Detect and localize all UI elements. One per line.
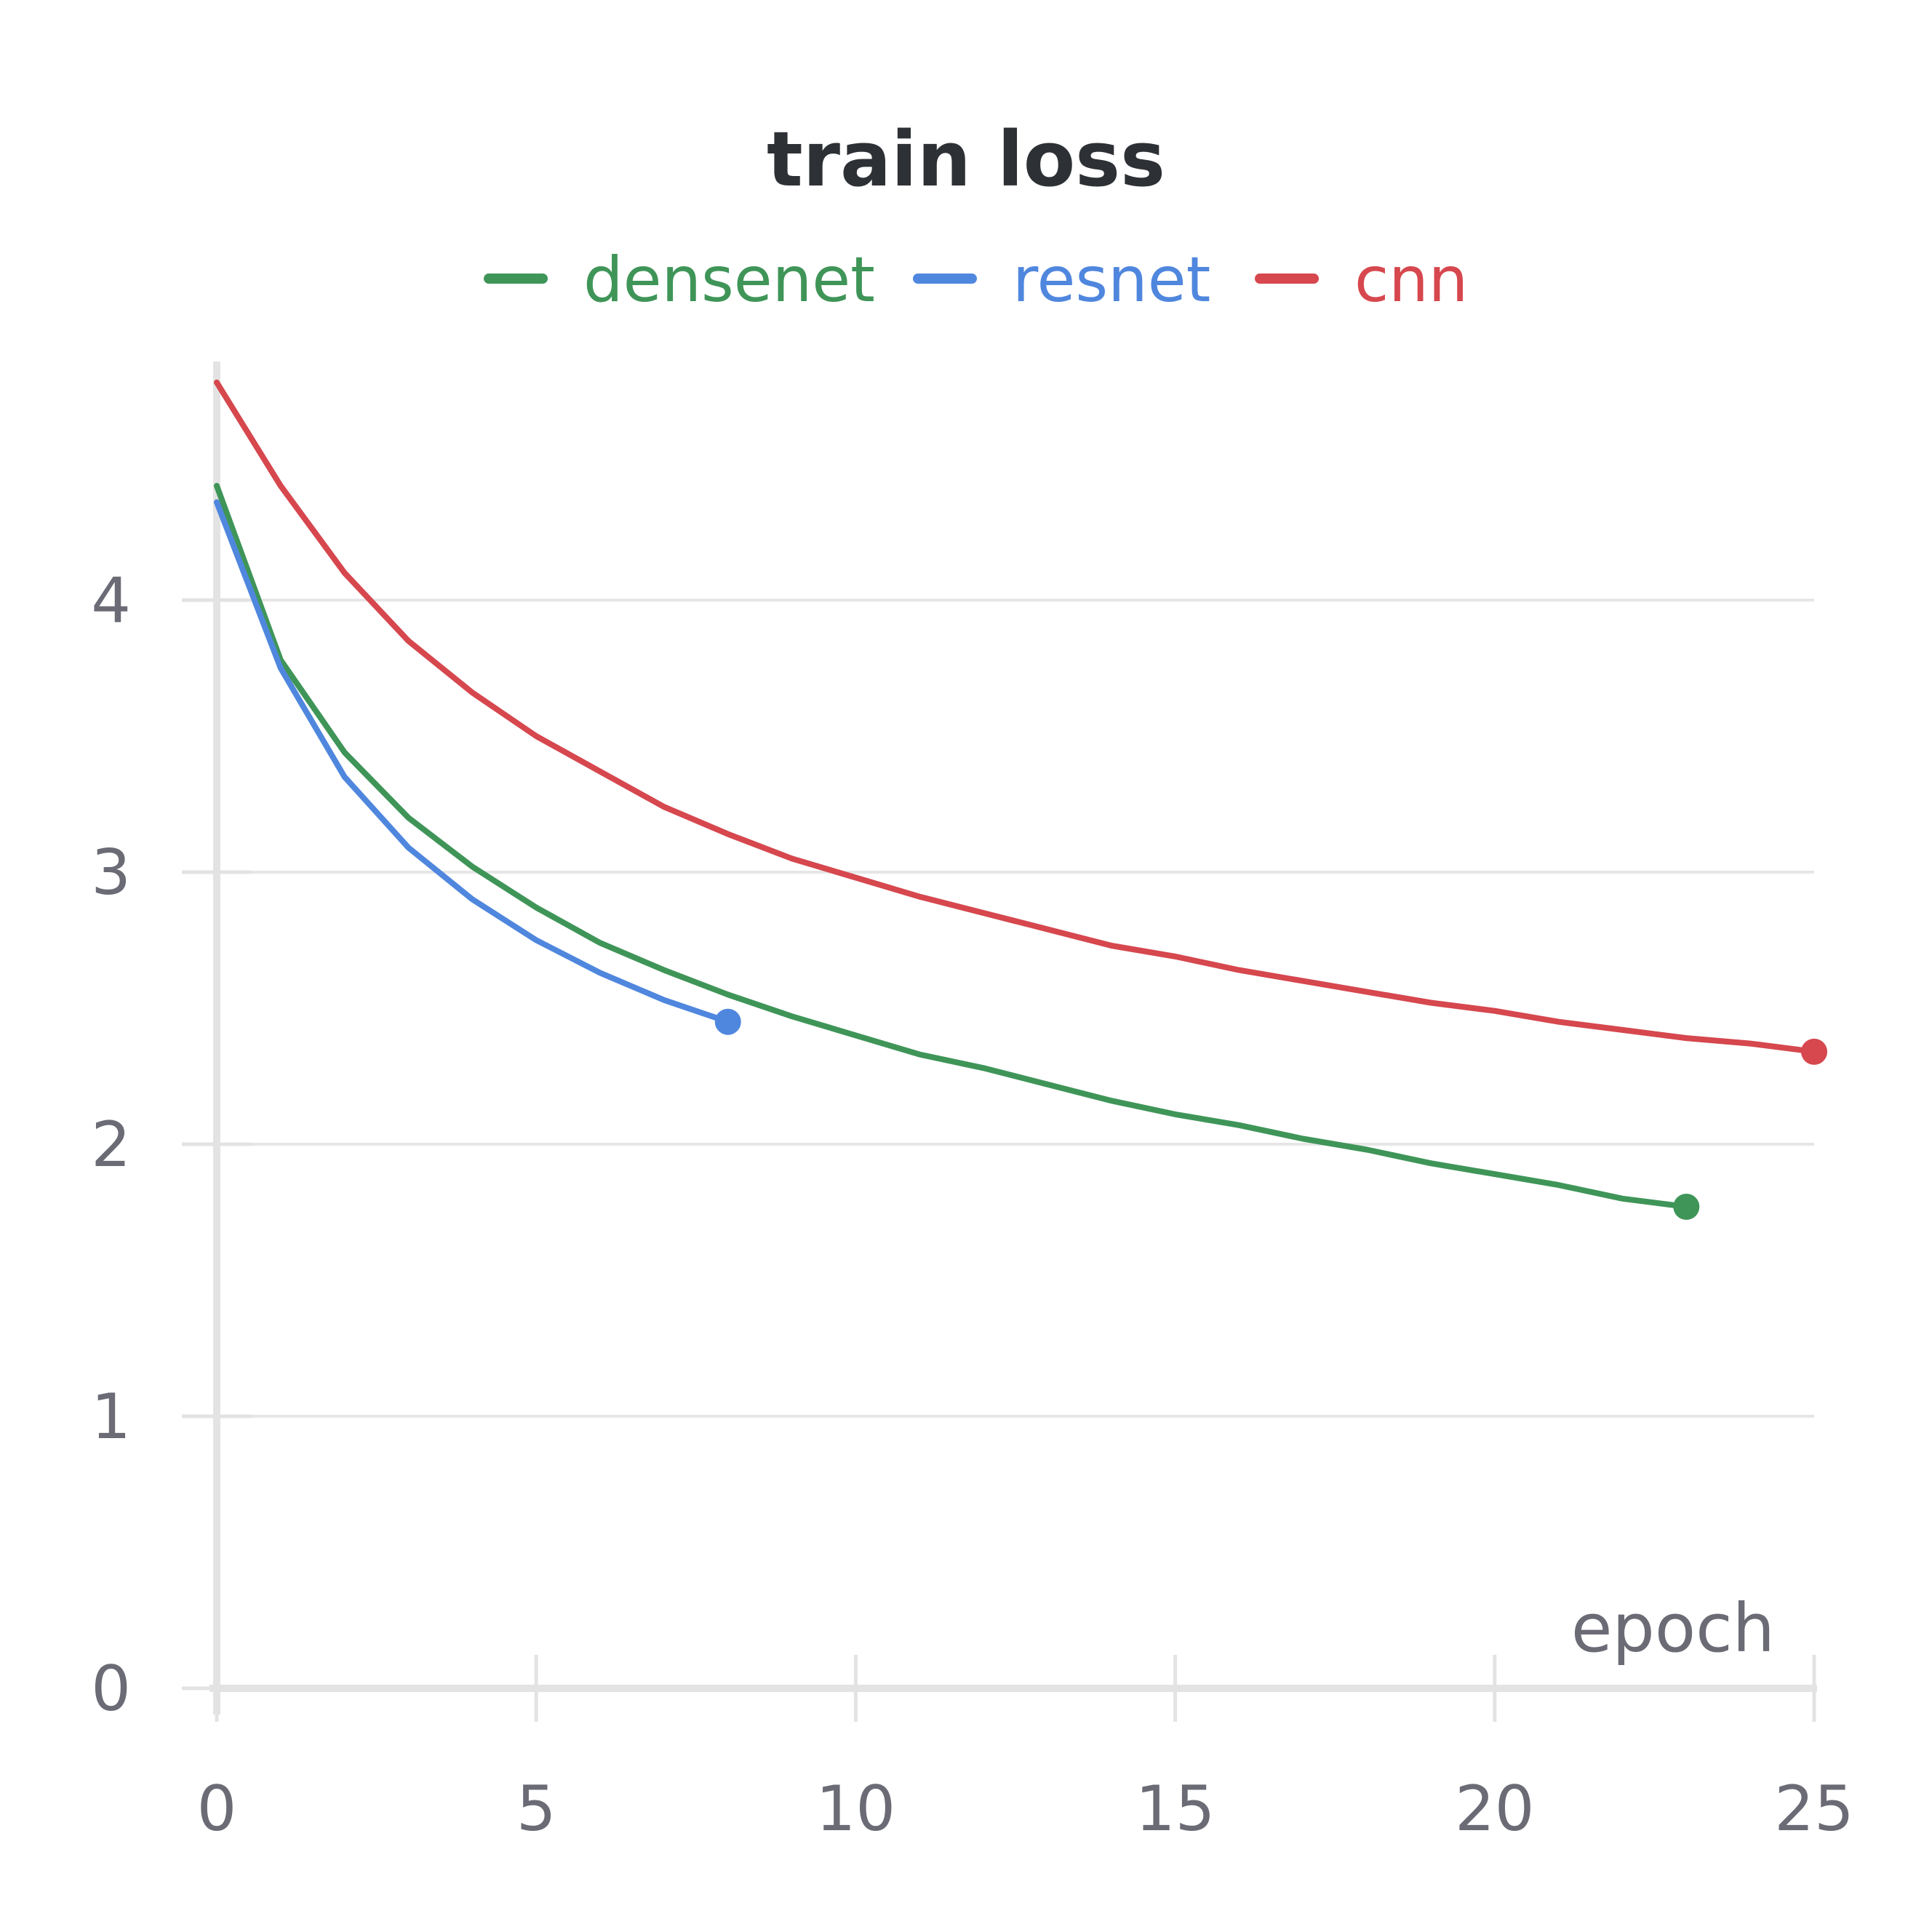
legend: densenet resnet cnn: [484, 244, 1468, 316]
x-tick-label-5: 5: [516, 1773, 556, 1845]
y-tick-label-0: 0: [91, 1653, 131, 1725]
legend-label-densenet: densenet: [583, 244, 875, 316]
series-line-cnn: [214, 379, 1817, 1055]
legend-label-resnet: resnet: [1013, 244, 1210, 316]
series-end-point-cnn: [1801, 1038, 1827, 1065]
series-end-point-densenet: [1673, 1194, 1700, 1221]
x-axis-ticks: 0 5 10 15 20 25: [197, 1655, 1854, 1845]
y-tick-label-2: 2: [91, 1109, 131, 1181]
y-tick-label-1: 1: [91, 1381, 131, 1453]
y-tick-label-3: 3: [91, 837, 131, 909]
x-tick-label-25: 25: [1774, 1773, 1853, 1845]
series-lines: [214, 379, 1827, 1221]
chart-title: train loss: [767, 115, 1165, 204]
x-axis-label: epoch: [1571, 1589, 1775, 1667]
grid-lines: [217, 599, 1814, 1418]
legend-item-densenet: densenet: [484, 244, 875, 316]
legend-label-cnn: cnn: [1354, 244, 1468, 316]
legend-item-resnet: resnet: [913, 244, 1210, 316]
x-tick-label-0: 0: [197, 1773, 237, 1845]
axes: [209, 362, 1817, 1715]
x-tick-label-10: 10: [816, 1773, 895, 1845]
x-tick-label-20: 20: [1455, 1773, 1534, 1845]
series-line-densenet: [214, 482, 1690, 1210]
series-line-resnet: [214, 499, 731, 1025]
y-axis-ticks: 0 1 2 3 4: [91, 564, 252, 1725]
x-tick-label-15: 15: [1135, 1773, 1215, 1845]
legend-item-cnn: cnn: [1255, 244, 1468, 316]
y-tick-label-4: 4: [91, 564, 131, 637]
series-end-point-resnet: [714, 1008, 741, 1035]
